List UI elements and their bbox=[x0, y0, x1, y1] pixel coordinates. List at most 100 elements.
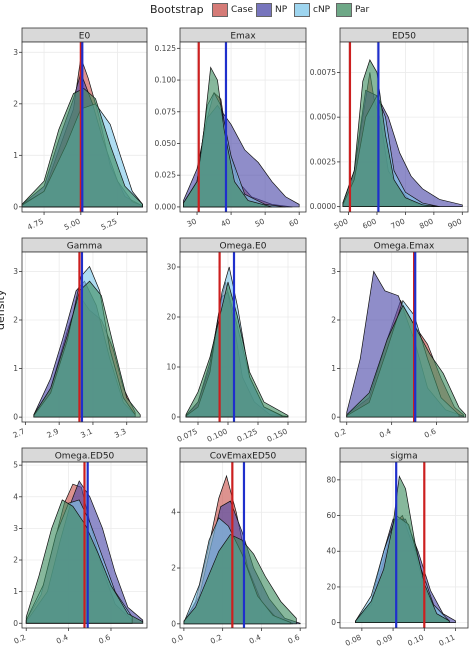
density-par bbox=[346, 304, 467, 418]
panel-border bbox=[21, 461, 148, 629]
x-tick-label: 0.075 bbox=[176, 427, 199, 444]
y-tick-label: 0.075 bbox=[155, 107, 177, 116]
panel-title: CovEmaxED50 bbox=[210, 452, 277, 462]
x-tick-label: 0.100 bbox=[206, 427, 229, 444]
panel-border bbox=[179, 41, 307, 213]
legend-item-cnp: cNP bbox=[294, 3, 330, 17]
y-tick-label: 20 bbox=[166, 313, 176, 322]
panel-omega-emax: Omega.Emax 0.2 0.4 0.6 0 1 2 3 bbox=[331, 237, 469, 440]
y-tick-label: 3 bbox=[13, 267, 18, 276]
panel-border bbox=[21, 251, 148, 423]
x-tick-label: 500 bbox=[333, 217, 350, 231]
panel-title: Gamma bbox=[67, 242, 103, 252]
legend-item-case: Case bbox=[212, 3, 253, 17]
y-tick-label: 0.050 bbox=[155, 139, 177, 148]
x-tick-label: 0.150 bbox=[266, 427, 289, 444]
x-tick-label: 2.7 bbox=[12, 427, 27, 440]
panel-title: Omega.Emax bbox=[374, 242, 435, 252]
legend-key-case bbox=[212, 3, 228, 17]
x-tick-label: 700 bbox=[389, 217, 406, 231]
panel-title: E0 bbox=[79, 32, 91, 42]
y-tick-label: 0.125 bbox=[155, 44, 177, 53]
x-tick-label: 0.11 bbox=[437, 633, 456, 647]
x-tick-label: 0.4 bbox=[55, 633, 70, 646]
x-tick-label: 0.2 bbox=[333, 427, 348, 440]
x-tick-label: 0.4 bbox=[378, 427, 393, 440]
density-par bbox=[355, 475, 450, 623]
panel-border bbox=[21, 41, 148, 213]
x-tick-label: 5.25 bbox=[99, 217, 118, 232]
legend-key-par bbox=[336, 3, 352, 17]
y-tick-label: 3 bbox=[13, 48, 18, 57]
x-tick-label: 600 bbox=[361, 217, 378, 231]
x-tick-label: 0.0 bbox=[170, 633, 185, 646]
x-tick-label: 40 bbox=[219, 217, 232, 229]
y-tick-label: 0.0050 bbox=[310, 113, 336, 122]
panel-border bbox=[339, 461, 469, 629]
density-par bbox=[183, 66, 273, 208]
legend: Bootstrap Case NP cNP Par bbox=[0, 0, 474, 22]
panel-sigma: sigma 0.08 0.09 0.10 0.11 0 20 40 60 80 bbox=[326, 447, 469, 647]
y-tick-label: 0 bbox=[13, 202, 18, 211]
x-tick-label: 3.3 bbox=[113, 427, 128, 440]
density-par bbox=[33, 280, 141, 418]
panel-omega-ed50: Omega.ED50 0.2 0.4 0.6 0 1 2 3 4 5 bbox=[12, 447, 148, 646]
y-tick-label: 1 bbox=[13, 364, 18, 373]
y-tick-label: 4 bbox=[13, 492, 18, 501]
y-tick-label: 0 bbox=[331, 413, 336, 422]
y-tick-label: 0.100 bbox=[155, 76, 177, 85]
panel-border bbox=[179, 251, 307, 423]
x-tick-label: 30 bbox=[185, 217, 198, 229]
y-tick-label: 0 bbox=[171, 413, 176, 422]
y-tick-label: 0.000 bbox=[155, 202, 177, 211]
density-par bbox=[342, 59, 440, 207]
y-tick-label: 1 bbox=[13, 587, 18, 596]
x-tick-label: 0.6 bbox=[286, 633, 301, 646]
x-tick-label: 50 bbox=[254, 217, 267, 229]
y-tick-label: 5 bbox=[13, 461, 18, 470]
x-tick-label: 0.125 bbox=[236, 427, 259, 444]
legend-label-cnp: cNP bbox=[313, 5, 331, 15]
x-tick-label: 2.9 bbox=[45, 427, 60, 440]
x-tick-label: 0.09 bbox=[375, 633, 394, 647]
y-tick-label: 0.0075 bbox=[310, 68, 336, 77]
y-tick-label: 0.0025 bbox=[310, 157, 336, 166]
panel-covemaxed50: CovEmaxED50 0.0 0.2 0.4 0.6 0 2 4 bbox=[170, 447, 307, 646]
panel-title: ED50 bbox=[392, 32, 416, 42]
legend-item-par: Par bbox=[336, 3, 369, 17]
y-tick-label: 10 bbox=[166, 363, 176, 372]
y-tick-label: 0 bbox=[13, 413, 18, 422]
panel-title: Emax bbox=[230, 32, 256, 42]
panel-ed50: ED50 500 600 700 800 900 0.0000 0.0025 0.0050 0.0… bbox=[310, 27, 469, 231]
panel-title: sigma bbox=[390, 452, 417, 462]
x-tick-label: 4.75 bbox=[26, 217, 45, 232]
legend-label-case: Case bbox=[231, 5, 254, 15]
y-tick-label: 3 bbox=[331, 267, 336, 276]
x-tick-label: 0.08 bbox=[344, 633, 363, 647]
panel-border bbox=[339, 251, 469, 423]
x-tick-label: 0.2 bbox=[12, 633, 27, 646]
legend-key-cnp bbox=[294, 3, 310, 17]
panel-title: Omega.ED50 bbox=[55, 452, 115, 462]
x-tick-label: 0.2 bbox=[209, 633, 224, 646]
panel-emax: Emax 30 40 50 60 0.000 0.025 0.050 0.075 0.100 0.1… bbox=[155, 27, 307, 229]
x-tick-label: 3.1 bbox=[79, 427, 94, 440]
x-tick-label: 5.00 bbox=[63, 217, 82, 232]
legend-label-par: Par bbox=[355, 5, 370, 15]
y-tick-label: 2 bbox=[13, 316, 18, 325]
legend-item-np: NP bbox=[256, 3, 287, 17]
x-tick-label: 60 bbox=[288, 217, 301, 229]
density-par bbox=[183, 534, 297, 625]
y-tick-label: 2 bbox=[171, 564, 176, 573]
panel-title: Omega.E0 bbox=[220, 242, 267, 252]
y-tick-label: 40 bbox=[326, 547, 336, 556]
x-tick-label: 800 bbox=[418, 217, 435, 231]
y-tick-label: 2 bbox=[331, 316, 336, 325]
y-tick-label: 2 bbox=[13, 99, 18, 108]
x-tick-label: 0.6 bbox=[97, 633, 112, 646]
legend-title: Bootstrap bbox=[150, 3, 204, 16]
y-tick-label: 0 bbox=[13, 619, 18, 628]
y-tick-label: 4 bbox=[171, 508, 176, 517]
panel-border bbox=[179, 461, 307, 629]
